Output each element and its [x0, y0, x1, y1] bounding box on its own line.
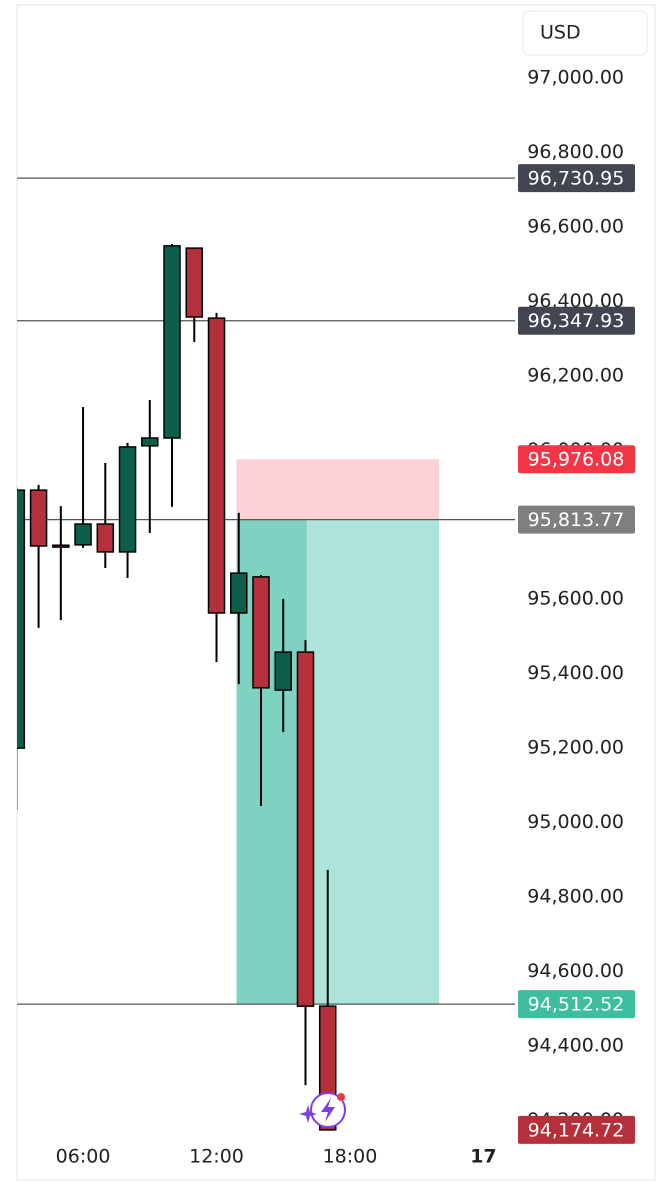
y-tick-label: 94,800.00	[527, 886, 624, 908]
y-tick-label: 96,600.00	[527, 215, 624, 237]
y-tick-label: 96,800.00	[527, 141, 624, 163]
candle-body	[141, 437, 159, 447]
price-label: 95,813.77	[528, 509, 625, 531]
y-tick-label: 95,000.00	[527, 811, 624, 833]
assistant-icon[interactable]	[299, 1092, 346, 1128]
x-tick-label: 06:00	[56, 1146, 111, 1168]
price-label: 95,976.08	[528, 449, 625, 471]
stop-zone	[236, 459, 439, 520]
y-tick-label: 94,600.00	[527, 960, 624, 982]
y-tick-label: 94,400.00	[527, 1034, 624, 1056]
y-tick-label: 97,000.00	[527, 66, 624, 88]
x-tick-label: 12:00	[189, 1146, 244, 1168]
price-label: 96,347.93	[528, 310, 625, 332]
candle-body	[52, 544, 70, 548]
y-tick-label: 95,200.00	[527, 737, 624, 759]
candle-body	[252, 576, 270, 689]
price-label-box	[518, 1115, 635, 1144]
price-label: 96,730.95	[528, 168, 625, 190]
candle-body	[296, 651, 315, 1007]
candle-body	[17, 489, 26, 749]
y-tick-label: 95,600.00	[527, 588, 624, 610]
y-tick-label: 95,400.00	[527, 662, 624, 684]
y-tick-label: 96,400.00	[527, 290, 624, 312]
target-zone-filled	[236, 519, 307, 1005]
candle-body	[229, 572, 248, 614]
price-label-box	[518, 990, 635, 1019]
currency-button[interactable]	[522, 10, 648, 56]
price-label-box	[518, 164, 635, 193]
x-tick-label: 18:00	[323, 1146, 378, 1168]
candle-body	[29, 489, 48, 547]
candle-body	[96, 523, 115, 553]
price-label-box	[518, 306, 635, 335]
price-label: 94,512.52	[528, 994, 625, 1016]
candle-body	[118, 446, 137, 553]
price-axis: 94,200.0094,400.0094,600.0094,800.0095,0…	[518, 66, 635, 1144]
candle-body	[163, 245, 181, 439]
plot-area	[17, 177, 515, 1131]
candle-body	[207, 317, 226, 614]
candle-body	[74, 523, 92, 546]
candle-body	[185, 247, 204, 318]
y-tick-label: 96,200.00	[527, 364, 624, 386]
price-label: 94,174.72	[528, 1119, 625, 1141]
x-tick-label: 17	[470, 1146, 496, 1168]
price-label-box	[518, 445, 635, 474]
candle-body	[274, 651, 292, 691]
price-label-box	[518, 505, 635, 534]
currency: USD	[540, 22, 581, 44]
